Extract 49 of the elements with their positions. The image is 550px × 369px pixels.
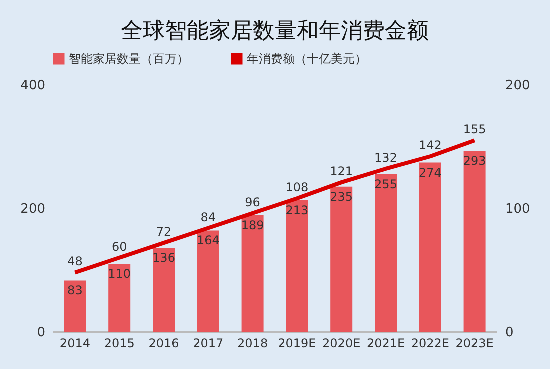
bar xyxy=(375,174,397,332)
x-tick-label: 2018 xyxy=(238,336,268,350)
legend-label: 年消费额（十亿美元） xyxy=(247,52,367,66)
bar xyxy=(286,200,308,332)
x-tick-label: 2016 xyxy=(148,336,180,350)
data-label: 96 xyxy=(245,195,260,210)
x-tick-label: 2017 xyxy=(193,336,224,350)
bar xyxy=(330,186,353,332)
data-label: 213 xyxy=(286,203,309,218)
data-label: 293 xyxy=(463,154,486,168)
y-tick-label: 400 xyxy=(20,78,46,94)
x-tick-label: 2021E xyxy=(366,336,406,350)
data-label: 235 xyxy=(330,190,354,204)
data-label: 155 xyxy=(463,122,486,137)
y2-tick-label: 0 xyxy=(506,326,514,340)
data-label: 83 xyxy=(68,284,83,298)
data-label: 142 xyxy=(418,138,442,153)
data-label: 164 xyxy=(196,234,220,248)
bar xyxy=(64,280,86,332)
x-tick-label: 2014 xyxy=(60,336,90,350)
bar xyxy=(197,230,220,332)
y-tick-label: 200 xyxy=(20,202,46,217)
data-label: 60 xyxy=(112,240,128,254)
data-label: 132 xyxy=(374,150,398,165)
legend-label: 智能家居数量（百万） xyxy=(69,52,189,66)
y2-tick-label: 100 xyxy=(506,202,530,217)
data-label: 255 xyxy=(374,178,398,192)
bar xyxy=(153,248,175,332)
data-label: 136 xyxy=(152,251,176,266)
data-label: 48 xyxy=(68,254,83,269)
x-tick-label: 2020E xyxy=(322,336,361,350)
x-tick-label: 2022E xyxy=(411,336,450,350)
data-label: 189 xyxy=(241,218,264,232)
data-label: 72 xyxy=(156,225,172,240)
x-tick-label: 2015 xyxy=(104,336,135,350)
y-tick-label: 0 xyxy=(37,326,46,340)
x-tick-label: 2023E xyxy=(456,336,494,350)
bar xyxy=(108,264,131,332)
data-label: 110 xyxy=(108,267,132,282)
bar xyxy=(419,162,442,332)
bar xyxy=(464,151,486,332)
bar xyxy=(242,215,264,332)
data-label: 84 xyxy=(200,210,216,224)
data-label: 274 xyxy=(418,166,442,180)
y2-tick-label: 200 xyxy=(506,78,530,94)
data-label: 121 xyxy=(330,164,354,179)
chart-title: 全球智能家居数量和年消费金额 xyxy=(121,19,429,44)
data-label: 108 xyxy=(286,180,309,195)
x-tick-label: 2019E xyxy=(278,336,316,350)
